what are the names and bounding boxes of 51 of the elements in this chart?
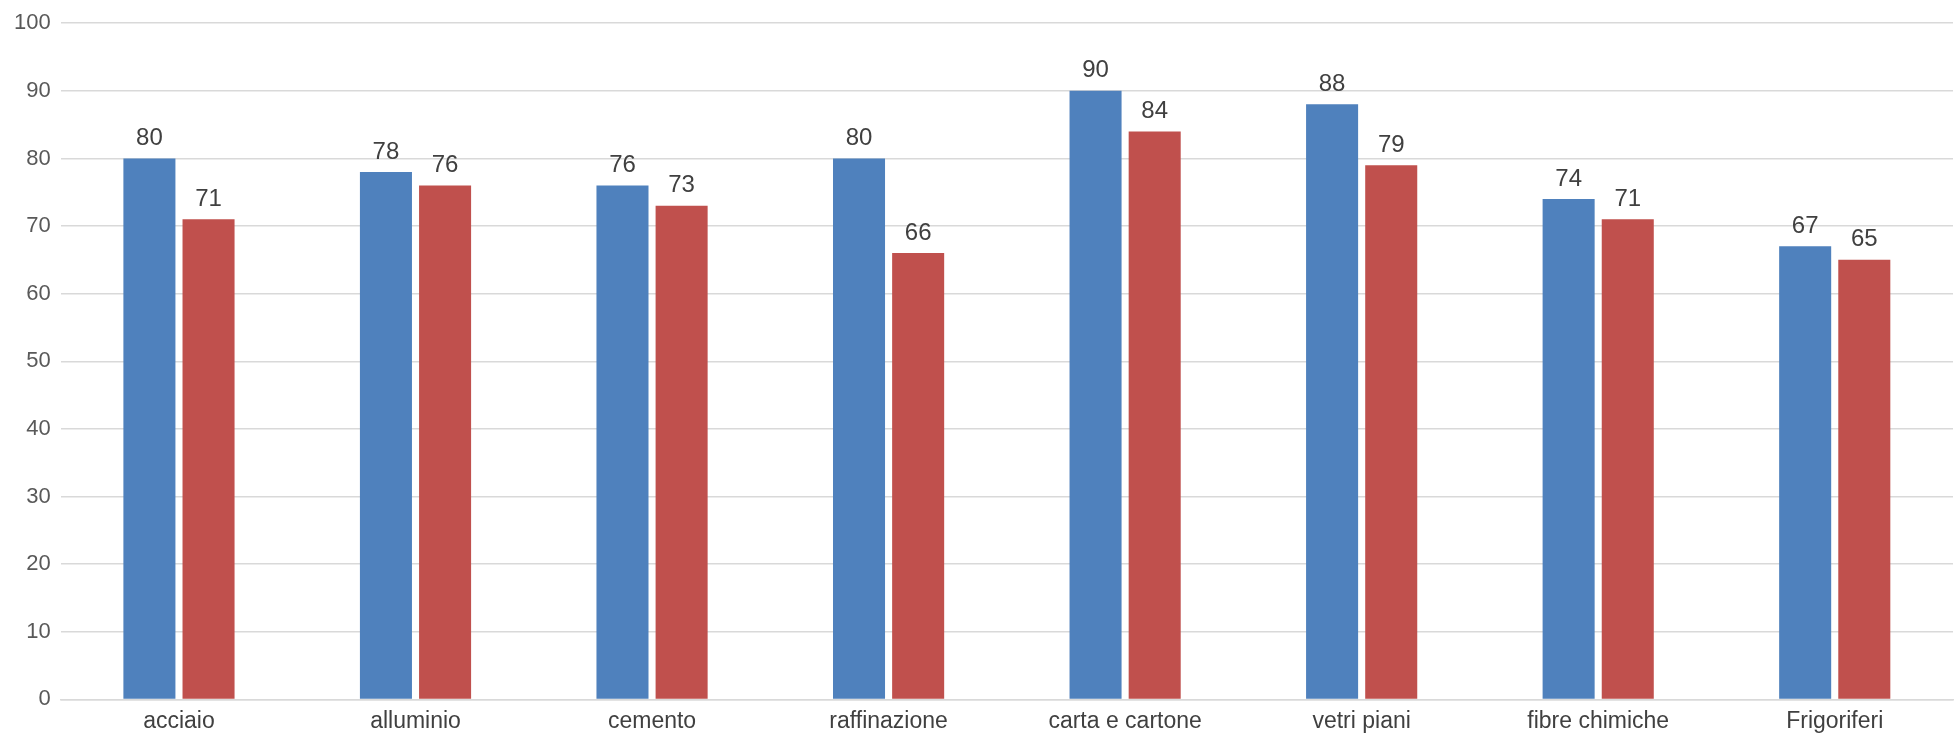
x-tick-label: acciaio (143, 706, 215, 733)
y-tick-label: 0 (38, 685, 51, 711)
bar (655, 205, 708, 699)
data-label: 76 (609, 150, 636, 178)
data-label: 78 (372, 136, 400, 164)
data-label: 80 (136, 123, 163, 151)
x-tick-label: fibre chimiche (1527, 706, 1670, 733)
y-tick-label: 30 (26, 482, 51, 508)
y-tick-label: 20 (26, 550, 51, 576)
y-tick-label: 100 (13, 9, 51, 35)
y-tick-label: 90 (26, 76, 51, 102)
bar (596, 185, 649, 699)
bar (1069, 90, 1122, 699)
x-tick-label: alluminio (370, 706, 461, 733)
bar (359, 171, 412, 699)
x-tick-label: carta e cartone (1048, 706, 1202, 733)
data-label: 71 (195, 183, 222, 211)
x-tick-label: Frigoriferi (1786, 706, 1884, 733)
data-label: 88 (1318, 68, 1346, 96)
bar (892, 253, 945, 699)
data-label: 74 (1555, 163, 1582, 191)
bar (1601, 219, 1654, 699)
bar (1779, 246, 1832, 699)
bar (182, 219, 235, 699)
data-label: 76 (431, 150, 459, 178)
y-tick-label: 60 (26, 279, 51, 305)
data-label: 71 (1614, 183, 1642, 211)
x-tick-label: raffinazione (829, 706, 948, 733)
data-label: 73 (668, 170, 695, 198)
bar (1306, 104, 1359, 699)
data-label: 80 (845, 123, 873, 151)
data-label: 84 (1141, 96, 1169, 124)
data-label: 67 (1791, 210, 1819, 238)
data-label: 65 (1850, 224, 1878, 252)
y-tick-label: 70 (26, 212, 51, 238)
y-tick-label: 10 (26, 617, 51, 643)
y-tick-label: 40 (26, 414, 51, 440)
bar (1128, 131, 1181, 699)
data-label: 90 (1082, 55, 1109, 83)
bar (1838, 259, 1891, 699)
y-tick-label: 50 (26, 347, 51, 373)
bar (123, 158, 176, 699)
bar (1365, 165, 1418, 699)
x-tick-label: vetri piani (1312, 706, 1411, 733)
bar (419, 185, 472, 699)
data-label: 79 (1377, 129, 1405, 157)
data-label: 66 (904, 217, 932, 245)
y-tick-label: 80 (26, 144, 51, 170)
bar (1542, 199, 1595, 699)
x-tick-label: cemento (607, 706, 697, 733)
bar (833, 158, 886, 699)
